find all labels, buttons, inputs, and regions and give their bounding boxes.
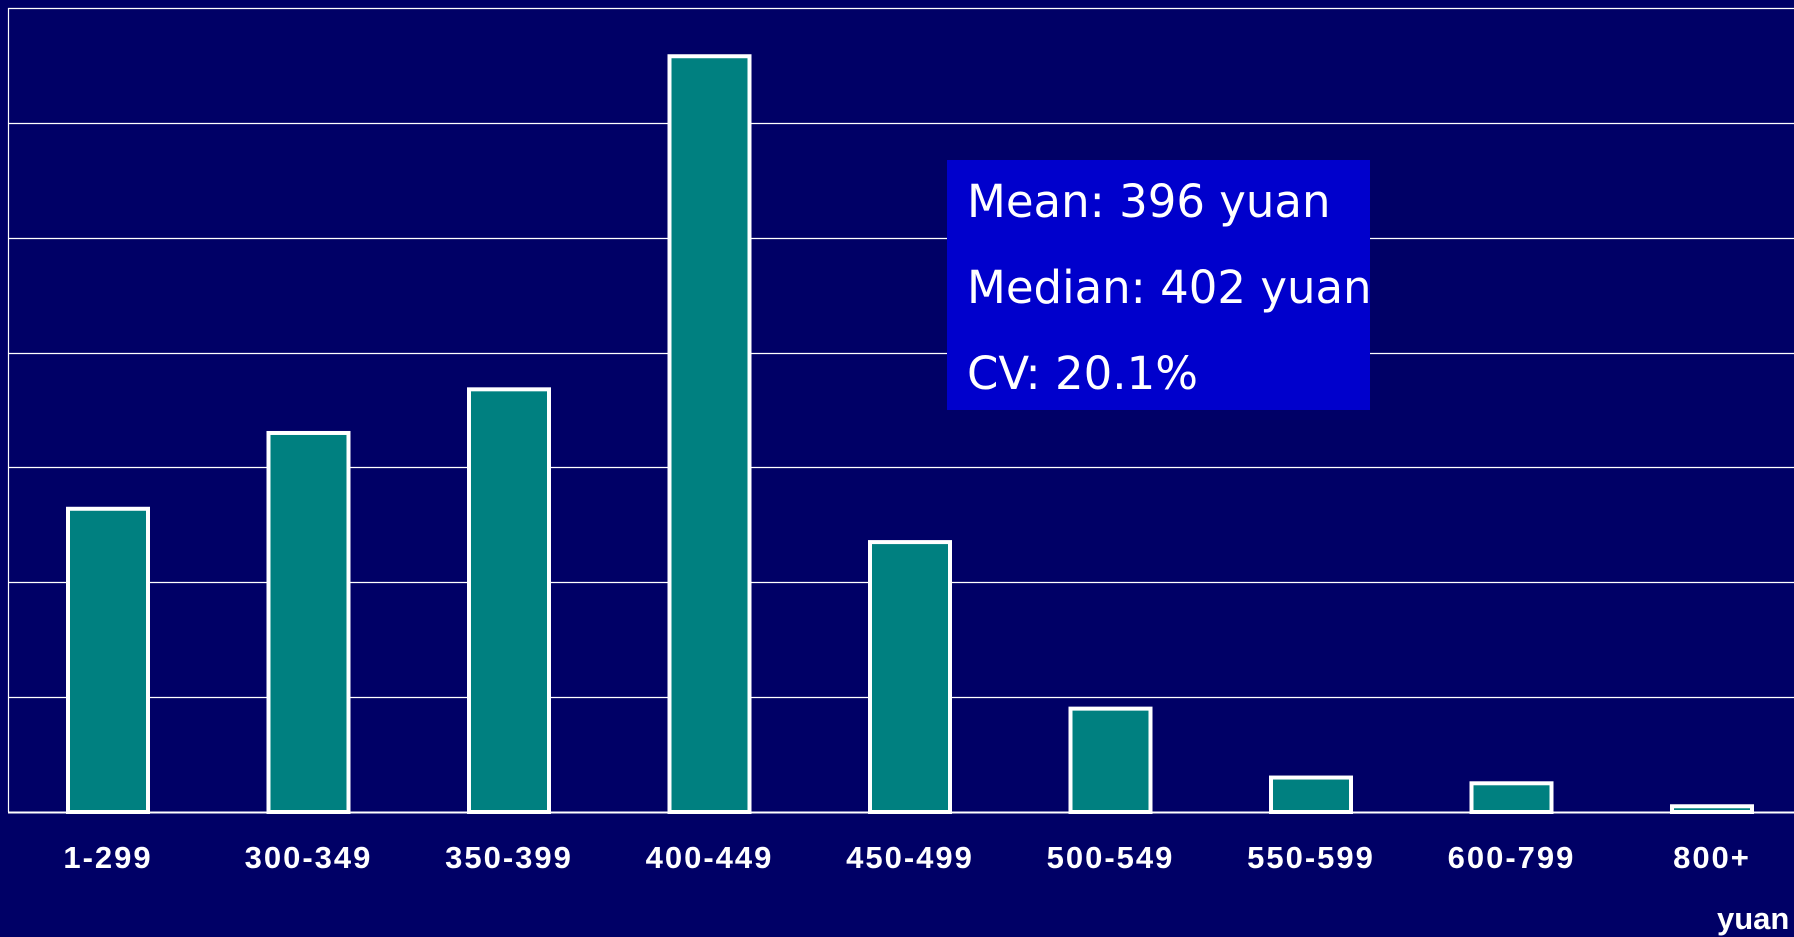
x-tick-label: 400-449 bbox=[646, 840, 774, 875]
mean-stat: Mean: 396 yuan bbox=[967, 175, 1331, 228]
median-stat: Median: 402 yuan bbox=[967, 261, 1372, 314]
x-tick-label: 600-799 bbox=[1448, 840, 1576, 875]
bars bbox=[66, 54, 1754, 815]
bar-450-499 bbox=[868, 540, 952, 814]
bar-350-399 bbox=[467, 387, 551, 814]
bar-1-299 bbox=[66, 506, 150, 814]
x-tick-label: 1-299 bbox=[63, 840, 152, 875]
x-tick-label: 500-549 bbox=[1047, 840, 1175, 875]
bar-400-449 bbox=[667, 54, 752, 815]
x-tick-label: 350-399 bbox=[445, 840, 573, 875]
bar-300-349 bbox=[266, 430, 351, 814]
bar-600-799 bbox=[1469, 781, 1554, 814]
x-tick-label: 550-599 bbox=[1247, 840, 1375, 875]
bar-500-549 bbox=[1068, 706, 1153, 815]
bar-800+ bbox=[1670, 804, 1754, 814]
x-tick-labels: 1-299 300-349 350-399 400-449 450-499 500-549… bbox=[63, 840, 1751, 875]
x-tick-label: 800+ bbox=[1673, 840, 1751, 875]
x-axis-unit-label: yuan bbox=[1717, 901, 1789, 936]
cv-stat: CV: 20.1% bbox=[967, 347, 1198, 400]
x-tick-label: 450-499 bbox=[846, 840, 974, 875]
x-tick-label: 300-349 bbox=[245, 840, 373, 875]
stats-box: Mean: 396 yuan Median: 402 yuan CV: 20.1… bbox=[947, 160, 1372, 410]
bar-550-599 bbox=[1269, 775, 1353, 814]
